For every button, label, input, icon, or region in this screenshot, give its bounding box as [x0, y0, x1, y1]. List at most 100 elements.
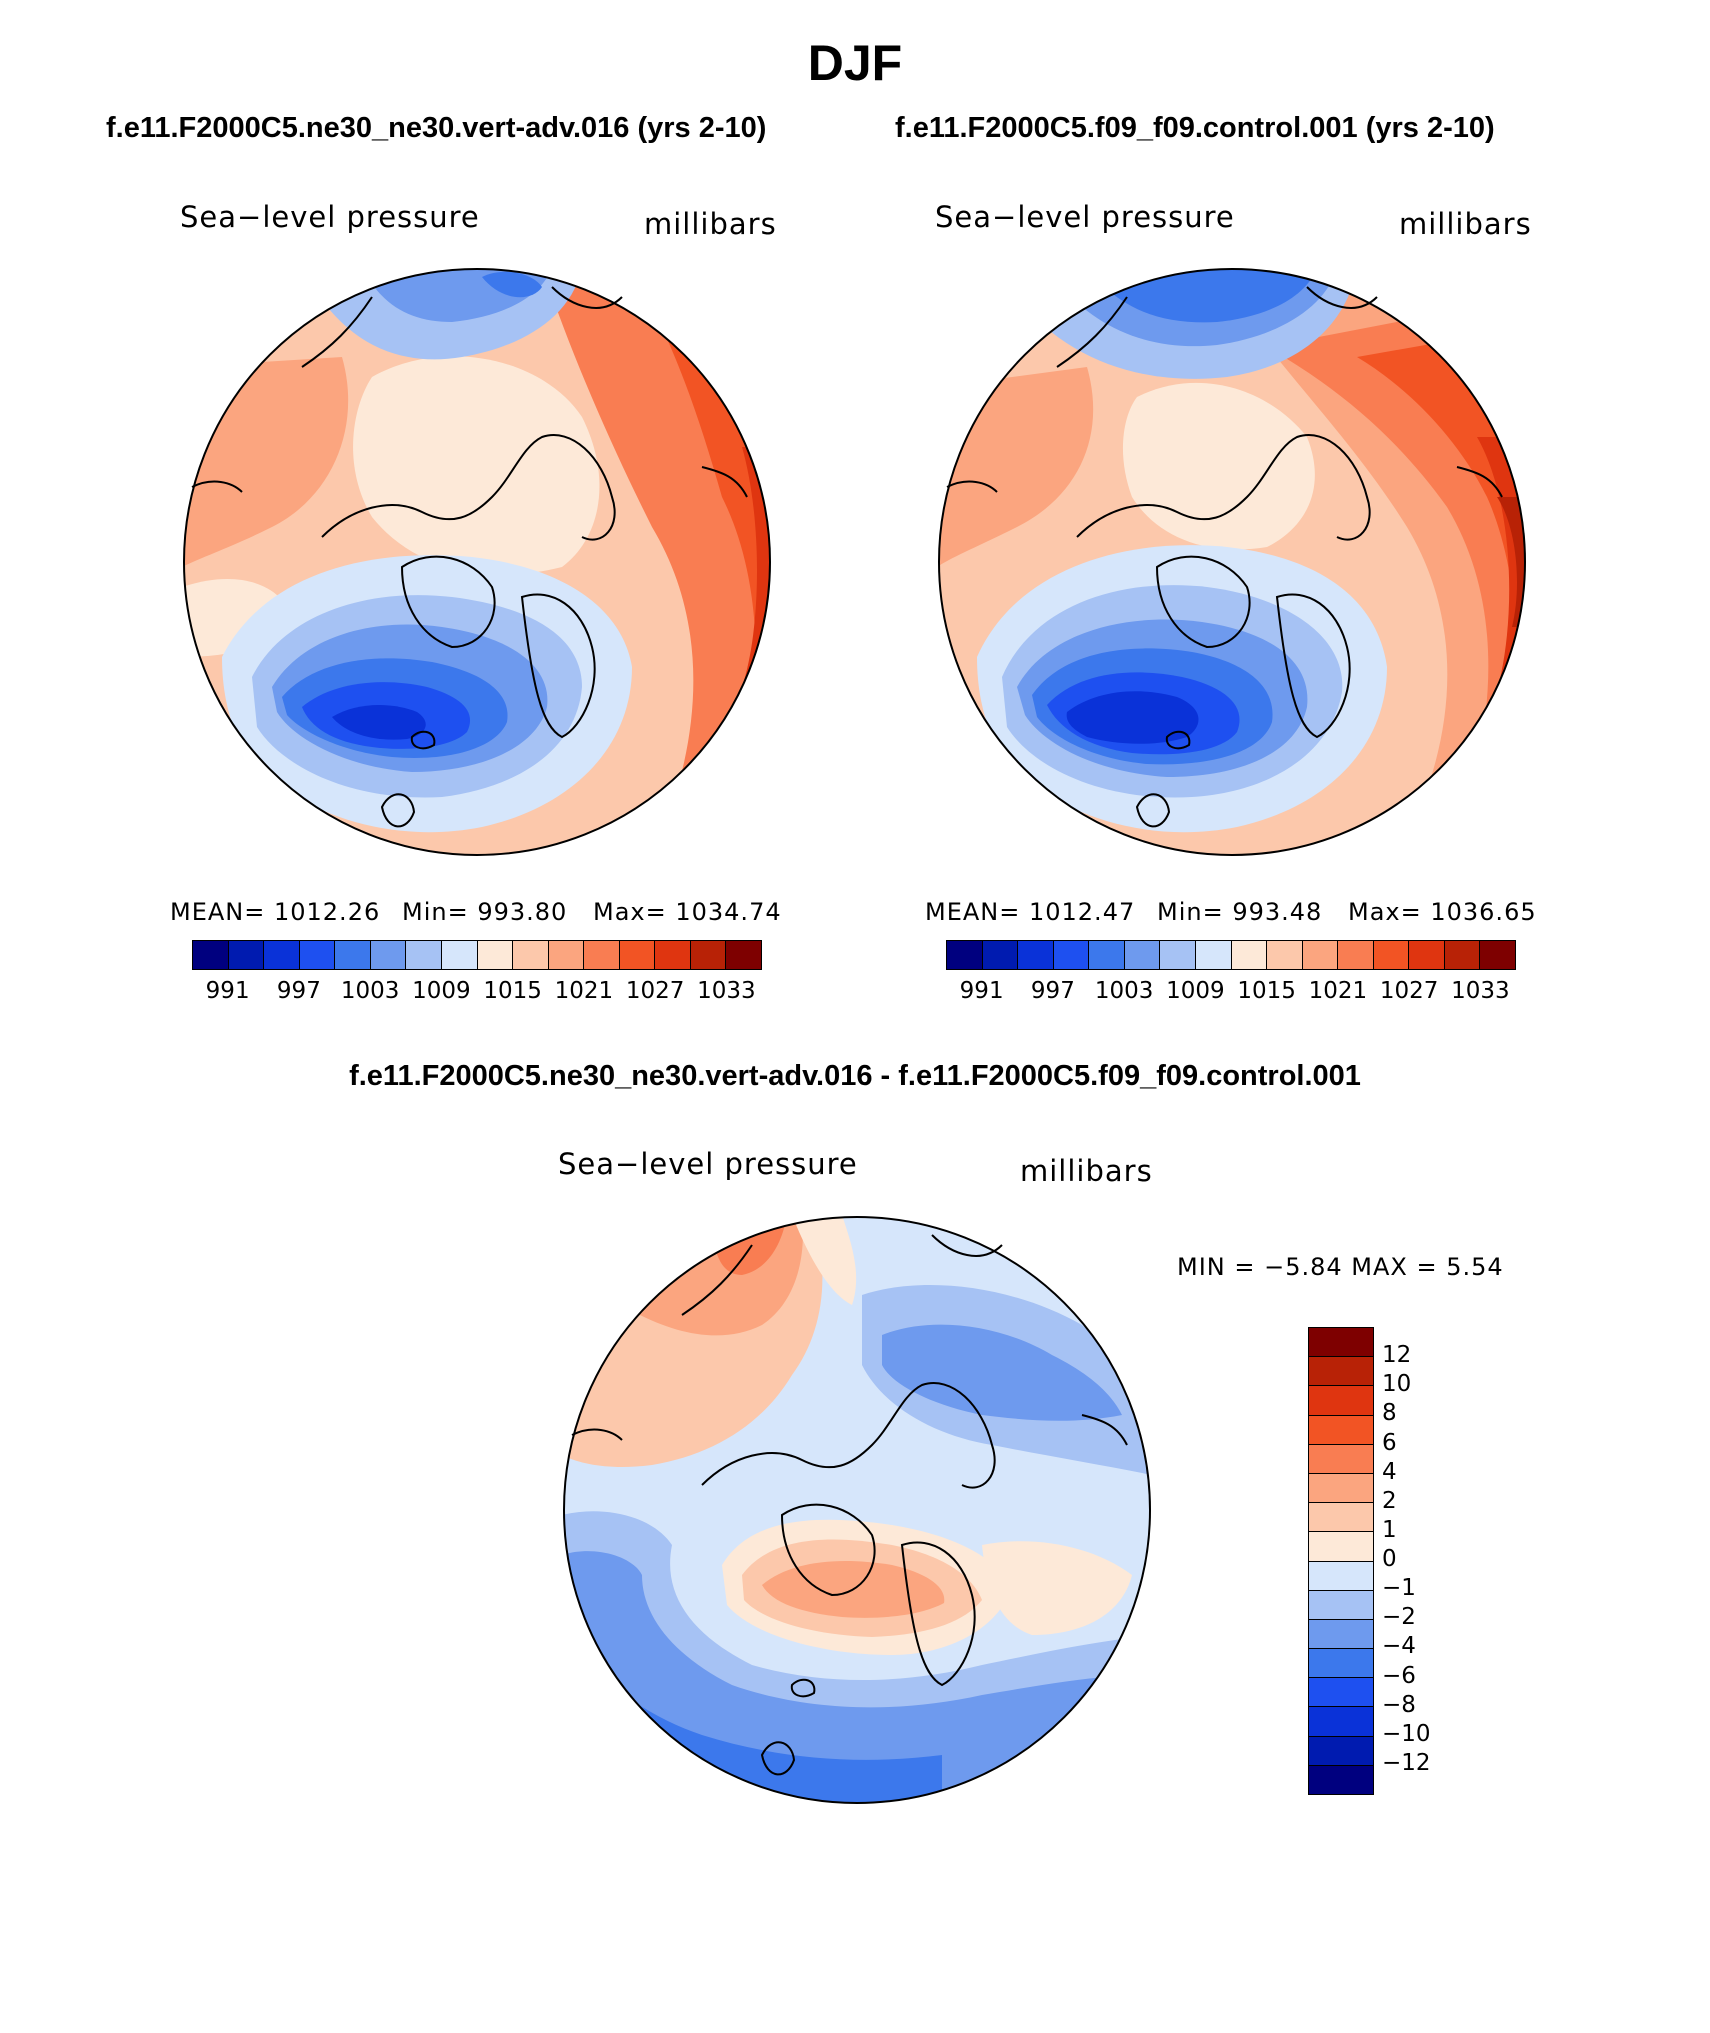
diff-colorbar-tick-label: 2 [1382, 1487, 1397, 1514]
left-colorbar-tick-label: 991 [205, 978, 250, 1004]
diff-colorbar-tick-label: 4 [1382, 1458, 1397, 1485]
left-colorbar-swatch [619, 941, 656, 969]
diff-colorbar-tick-label: 12 [1382, 1342, 1412, 1369]
left-colorbar-swatch [513, 941, 549, 969]
season-title: DJF [807, 35, 903, 91]
diff-colorbar-swatch [1309, 1503, 1373, 1533]
left-max: Max= 1034.74 [593, 898, 782, 926]
diff-colorbar-tick-label: 6 [1382, 1429, 1397, 1456]
left-colorbar-ticks: 991 997 1003 1009 1015 1021 1027 1033 [192, 978, 760, 1008]
left-colorbar-swatch [299, 941, 336, 969]
right-colorbar-tick-label: 1021 [1308, 978, 1368, 1004]
left-variable-label: Sea−level pressure [180, 200, 480, 234]
left-polar-map [183, 268, 771, 856]
right-polar-map [938, 268, 1526, 856]
left-colorbar-swatch [335, 941, 371, 969]
right-max: Max= 1036.65 [1348, 898, 1537, 926]
diff-colorbar-swatch [1309, 1619, 1373, 1650]
right-variable-label: Sea−level pressure [935, 200, 1235, 234]
diff-polar-map [563, 1216, 1151, 1804]
left-colorbar-tick-label: 1033 [697, 978, 756, 1004]
diff-colorbar-swatch [1309, 1357, 1373, 1387]
right-units-label: millibars [1399, 207, 1532, 241]
left-colorbar-tick-label: 1009 [412, 978, 471, 1004]
left-colorbar-swatch [726, 941, 761, 969]
right-colorbar-swatch [982, 941, 1019, 969]
left-colorbar [192, 940, 762, 970]
diff-colorbar-swatch [1309, 1590, 1373, 1620]
diff-colorbar-tick-label: −8 [1382, 1691, 1416, 1718]
right-colorbar-ticks: 991 997 1003 1009 1015 1021 1027 1033 [946, 978, 1514, 1008]
left-colorbar-swatch [548, 941, 585, 969]
left-colorbar-tick-label: 1003 [340, 978, 400, 1004]
left-units-label: millibars [644, 207, 777, 241]
case-b-title: f.e11.F2000C5.f09_f09.control.001 (yrs 2… [895, 112, 1495, 144]
left-colorbar-tick-label: 997 [276, 978, 321, 1004]
right-colorbar-swatch [1409, 941, 1445, 969]
right-colorbar [946, 940, 1516, 970]
left-colorbar-tick-label: 1015 [483, 978, 542, 1004]
left-colorbar-tick-label: 1027 [625, 978, 685, 1004]
right-colorbar-tick-label: 1003 [1094, 978, 1154, 1004]
diff-units-label: millibars [1020, 1154, 1153, 1188]
diff-colorbar-swatch [1309, 1328, 1373, 1358]
right-colorbar-swatch [1338, 941, 1374, 969]
left-mean: MEAN= 1012.26 [170, 898, 381, 926]
diff-colorbar-tick-label: −4 [1382, 1633, 1416, 1660]
diff-colorbar-tick-label: 0 [1382, 1546, 1397, 1572]
case-a-title: f.e11.F2000C5.ne30_ne30.vert-adv.016 (yr… [106, 112, 767, 144]
right-colorbar-swatch [1444, 941, 1481, 969]
left-colorbar-swatch [370, 941, 407, 969]
diff-variable-label: Sea−level pressure [558, 1147, 858, 1181]
right-colorbar-swatch [1124, 941, 1161, 969]
diff-colorbar-tick-label: 1 [1382, 1516, 1397, 1543]
diff-colorbar-swatch [1309, 1386, 1373, 1416]
right-mean: MEAN= 1012.47 [925, 898, 1136, 926]
diff-colorbar-ticks: 12 10 8 6 4 2 1 0 −1 −2 −4 −6 −8 −10 −12 [1382, 1327, 1462, 1793]
diff-colorbar-swatch [1309, 1415, 1373, 1445]
left-colorbar-swatch [406, 941, 442, 969]
left-colorbar-swatch [477, 941, 514, 969]
right-colorbar-swatch [947, 941, 983, 969]
left-colorbar-swatch [264, 941, 300, 969]
diff-colorbar-swatch [1309, 1532, 1373, 1562]
diff-colorbar-tick-label: −12 [1382, 1749, 1431, 1776]
right-colorbar-swatch [1302, 941, 1339, 969]
diff-title: f.e11.F2000C5.ne30_ne30.vert-adv.016 - f… [349, 1060, 1361, 1092]
left-colorbar-tick-label: 1021 [554, 978, 614, 1004]
right-colorbar-tick-label: 1027 [1379, 978, 1439, 1004]
right-colorbar-swatch [1018, 941, 1054, 969]
diff-colorbar-tick-label: −10 [1382, 1720, 1431, 1747]
diff-colorbar-swatch [1309, 1649, 1373, 1679]
diff-colorbar-tick-label: −2 [1382, 1604, 1416, 1631]
diff-colorbar-swatch [1309, 1707, 1373, 1737]
diff-colorbar-tick-label: −1 [1382, 1575, 1416, 1602]
right-colorbar-tick-label: 991 [959, 978, 1004, 1004]
diff-colorbar-swatch [1309, 1736, 1373, 1766]
right-colorbar-tick-label: 1009 [1166, 978, 1225, 1004]
diff-colorbar [1308, 1327, 1374, 1795]
right-colorbar-swatch [1195, 941, 1232, 969]
right-colorbar-swatch [1267, 941, 1303, 969]
right-colorbar-swatch [1231, 941, 1268, 969]
right-colorbar-tick-label: 1033 [1451, 978, 1510, 1004]
left-colorbar-swatch [228, 941, 265, 969]
left-colorbar-swatch [584, 941, 620, 969]
right-colorbar-swatch [1089, 941, 1125, 969]
right-colorbar-tick-label: 1015 [1237, 978, 1296, 1004]
diff-colorbar-tick-label: −6 [1382, 1662, 1416, 1689]
right-colorbar-tick-label: 997 [1030, 978, 1075, 1004]
left-colorbar-swatch [690, 941, 727, 969]
diff-minmax: MIN = −5.84 MAX = 5.54 [1177, 1253, 1504, 1281]
left-colorbar-swatch [441, 941, 478, 969]
diff-colorbar-swatch [1309, 1765, 1373, 1794]
right-colorbar-swatch [1053, 941, 1090, 969]
right-colorbar-swatch [1480, 941, 1515, 969]
right-colorbar-swatch [1160, 941, 1196, 969]
left-colorbar-swatch [655, 941, 691, 969]
diff-colorbar-tick-label: 8 [1382, 1400, 1397, 1427]
diff-colorbar-tick-label: 10 [1382, 1371, 1412, 1398]
right-colorbar-swatch [1373, 941, 1410, 969]
right-min: Min= 993.48 [1157, 898, 1323, 926]
diff-colorbar-swatch [1309, 1561, 1373, 1591]
